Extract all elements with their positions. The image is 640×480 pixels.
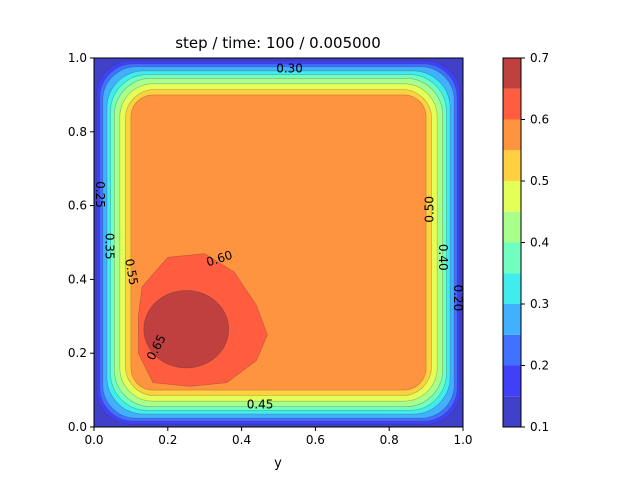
colorbar-tick-label: 0.6 bbox=[530, 113, 549, 127]
x-tick-label: 0.6 bbox=[306, 433, 325, 447]
colorbar-band-0.55 bbox=[503, 119, 521, 151]
colorbar: 0.1 0.2 0.3 0.4 0.5 0.6 0.7 bbox=[502, 51, 549, 434]
colorbar-band-0.5 bbox=[503, 150, 521, 181]
colorbar-tick-label: 0.7 bbox=[530, 51, 549, 65]
contour-label: 0.40 bbox=[436, 244, 450, 271]
colorbar-band-0.1 bbox=[503, 396, 521, 427]
y-tick-label: 1.0 bbox=[68, 51, 87, 65]
x-axis: 0.0 0.2 0.4 0.6 0.8 1.0 bbox=[84, 427, 473, 447]
contour-label: 0.35 bbox=[102, 233, 116, 260]
colorbar-tick-label: 0.4 bbox=[530, 236, 549, 250]
y-tick-label: 0.6 bbox=[68, 199, 87, 213]
contour-label: 0.45 bbox=[247, 397, 274, 411]
y-tick-label: 0.8 bbox=[68, 125, 87, 139]
x-tick-label: 1.0 bbox=[453, 433, 472, 447]
colorbar-tick-label: 0.1 bbox=[530, 420, 549, 434]
contour-label: 0.50 bbox=[422, 196, 436, 223]
y-tick-label: 0.2 bbox=[68, 346, 87, 360]
contour-label: 0.25 bbox=[93, 181, 107, 208]
chart-title: step / time: 100 / 0.005000 bbox=[175, 34, 381, 52]
contour-band-0.65 bbox=[143, 290, 229, 369]
colorbar-tick-label: 0.2 bbox=[530, 359, 549, 373]
colorbar-band-0.45 bbox=[503, 181, 521, 212]
y-tick-label: 0.0 bbox=[68, 420, 87, 434]
x-axis-label: y bbox=[274, 456, 282, 471]
colorbar-band-0.25 bbox=[503, 304, 521, 335]
plot-frame bbox=[93, 57, 464, 428]
contour-label: 0.20 bbox=[451, 284, 465, 311]
contour-label: 0.55 bbox=[122, 258, 140, 287]
colorbar-band-0.65 bbox=[503, 58, 521, 89]
colorbar-tick-label: 0.3 bbox=[530, 297, 549, 311]
colorbar-band-0.15 bbox=[503, 365, 521, 397]
colorbar-tick-label: 0.5 bbox=[530, 174, 549, 188]
x-tick-label: 0.0 bbox=[84, 433, 103, 447]
plot-area bbox=[94, 58, 463, 427]
y-tick-label: 0.4 bbox=[68, 272, 87, 286]
colorbar-band-0.35 bbox=[503, 242, 521, 274]
colorbar-band-0.3 bbox=[503, 273, 521, 304]
x-tick-label: 0.8 bbox=[380, 433, 399, 447]
x-tick-label: 0.2 bbox=[158, 433, 177, 447]
contour-label: 0.30 bbox=[276, 62, 303, 76]
y-axis: 0.0 0.2 0.4 0.6 0.8 1.0 bbox=[68, 51, 94, 434]
colorbar-band-0.2 bbox=[503, 334, 521, 366]
x-tick-label: 0.4 bbox=[232, 433, 251, 447]
colorbar-band-0.4 bbox=[503, 211, 521, 243]
colorbar-band-0.6 bbox=[503, 88, 521, 120]
